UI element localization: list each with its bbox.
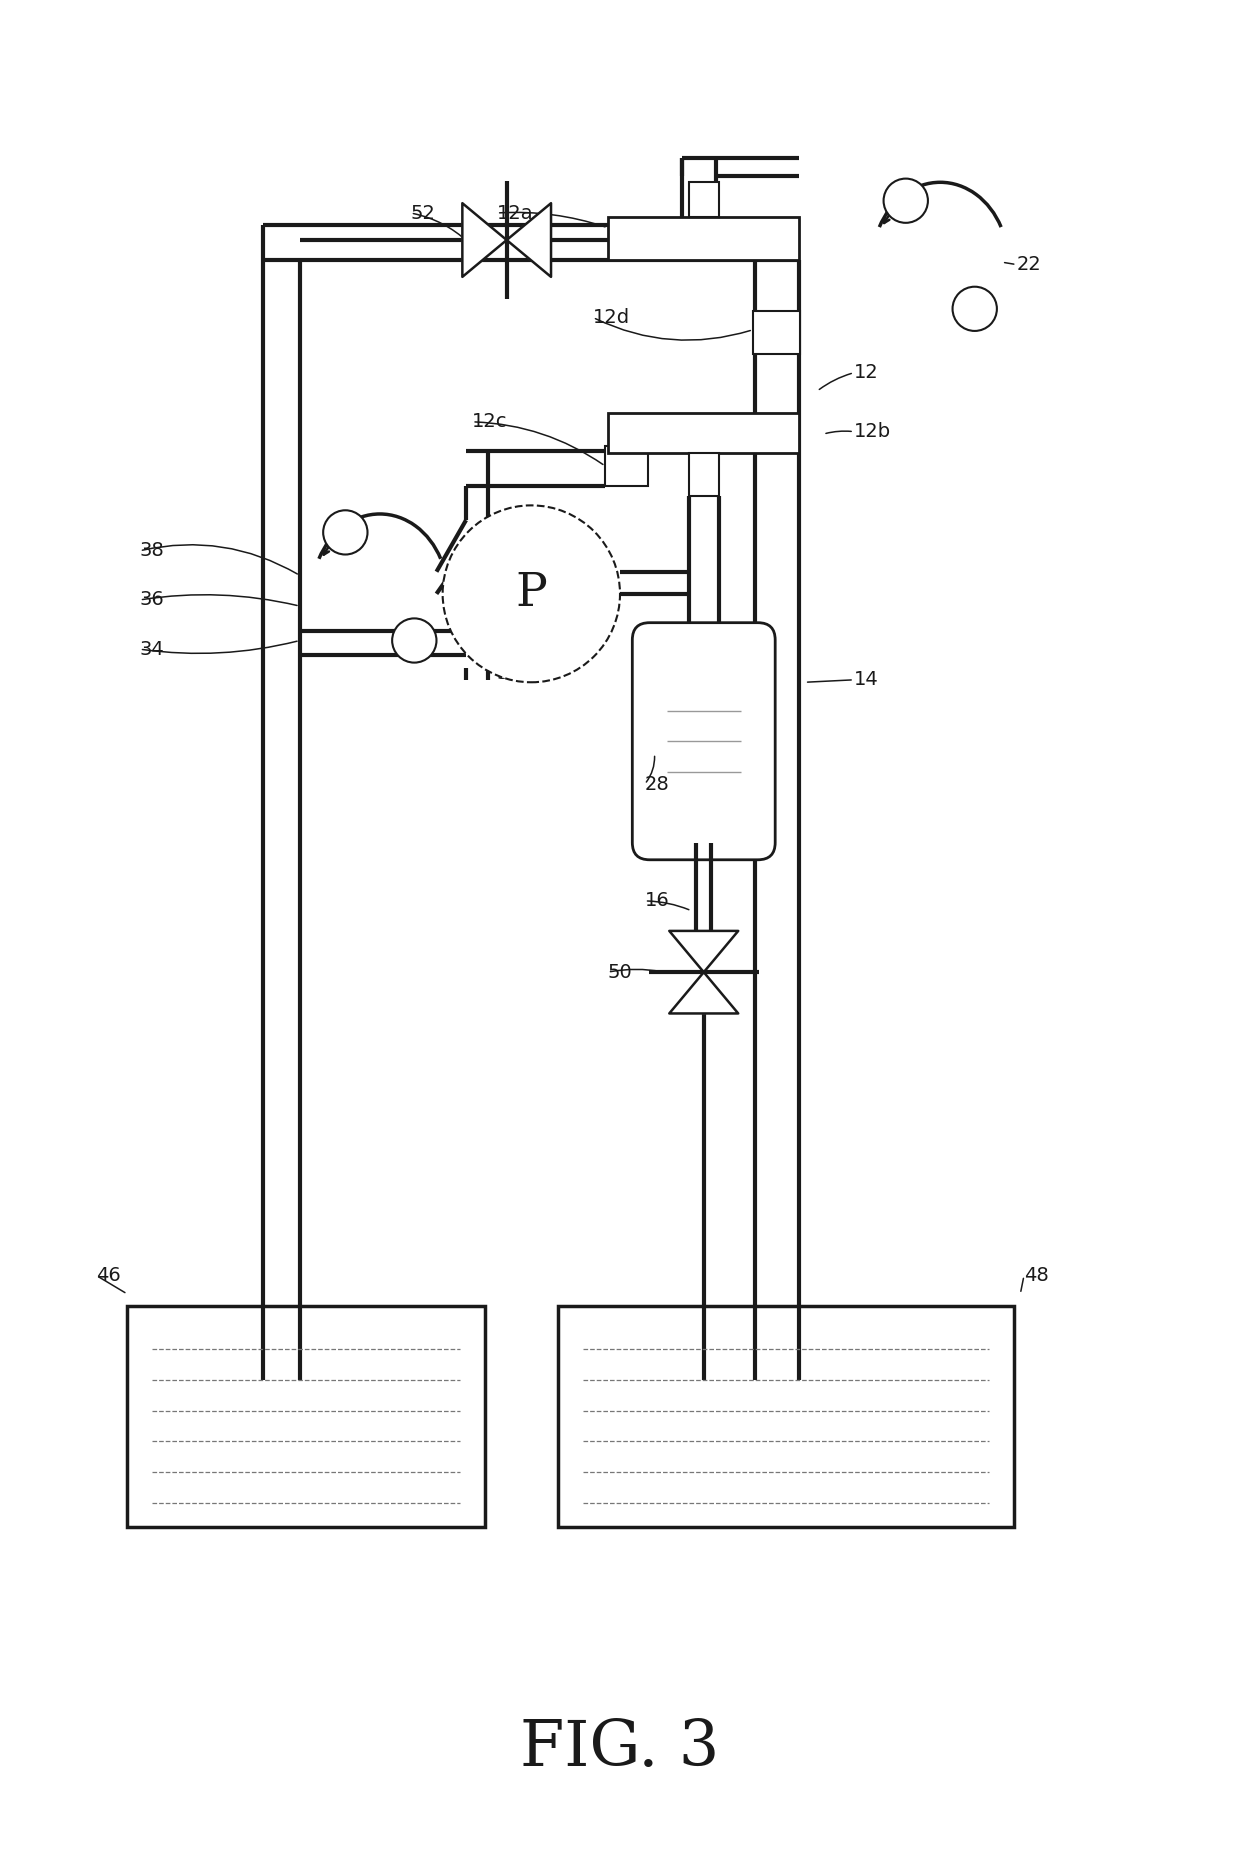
Text: 12: 12: [854, 363, 879, 381]
Circle shape: [952, 287, 997, 331]
Text: 16: 16: [645, 892, 670, 911]
Text: 38: 38: [140, 540, 165, 561]
Text: FIG. 3: FIG. 3: [521, 1718, 719, 1779]
Polygon shape: [507, 204, 551, 278]
Circle shape: [884, 178, 928, 222]
Bar: [558, 1307, 1014, 1527]
Circle shape: [443, 505, 620, 683]
Polygon shape: [670, 972, 738, 1014]
Bar: [689, 181, 718, 217]
Text: 54: 54: [497, 665, 522, 683]
Text: 36: 36: [140, 590, 165, 609]
Text: 28: 28: [645, 776, 670, 794]
Text: 34: 34: [140, 640, 165, 659]
Text: 22: 22: [1017, 255, 1042, 274]
Text: 12b: 12b: [854, 422, 892, 441]
Text: 48: 48: [1024, 1266, 1049, 1285]
Bar: [608, 217, 799, 259]
Bar: [128, 1307, 485, 1527]
Text: 50: 50: [608, 963, 632, 981]
Text: 46: 46: [97, 1266, 122, 1285]
Circle shape: [324, 511, 367, 555]
Text: 12a: 12a: [497, 204, 533, 222]
Bar: [753, 311, 800, 354]
FancyBboxPatch shape: [632, 622, 775, 859]
Polygon shape: [670, 931, 738, 972]
Bar: [605, 446, 649, 485]
Text: 12d: 12d: [593, 307, 630, 328]
Bar: [608, 413, 799, 452]
Text: P: P: [516, 572, 547, 616]
Circle shape: [392, 618, 436, 663]
Polygon shape: [463, 204, 507, 278]
Text: 14: 14: [854, 670, 879, 689]
Text: 52: 52: [410, 204, 435, 222]
Bar: [689, 452, 718, 496]
Text: 12c: 12c: [472, 413, 507, 431]
